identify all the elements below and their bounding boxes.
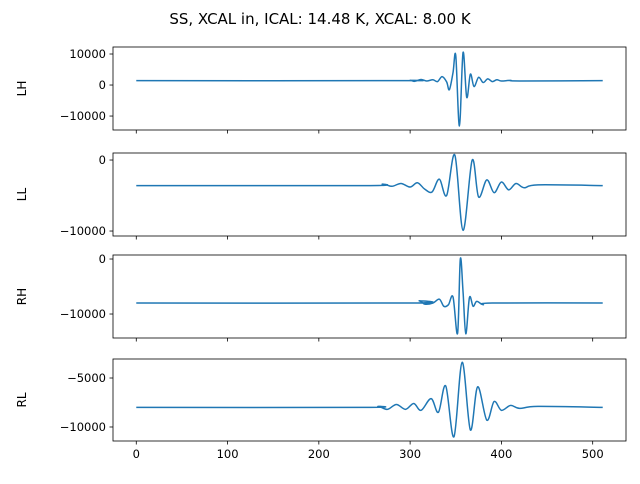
y-tick-label: −10000 [60, 420, 106, 434]
x-tick-label: 500 [582, 447, 604, 461]
y-tick-label: −10000 [60, 307, 106, 321]
y-axis-label: RL [15, 392, 29, 407]
y-tick-label: 0 [99, 153, 106, 167]
y-tick-label: −10000 [60, 109, 106, 123]
subplot-ll: 0 −10000 LL [15, 152, 627, 240]
axes-frame [112, 152, 627, 237]
x-tick-label: 200 [308, 447, 330, 461]
series-line-rl [136, 361, 603, 438]
axes-frame [112, 358, 627, 442]
subplot-lh: 10000 0 −10000 LH [15, 46, 627, 134]
x-tick-label: 300 [399, 447, 421, 461]
y-tick-label: 10000 [69, 47, 106, 61]
y-tick-label: −10000 [60, 224, 106, 238]
y-axis-label: LH [15, 81, 29, 97]
series-line-rh [136, 257, 603, 335]
x-tick-label: 0 [133, 447, 140, 461]
axes-frame [112, 46, 627, 131]
x-tick-label: 400 [490, 447, 512, 461]
axes-frame [112, 254, 627, 339]
y-axis-label: RH [15, 288, 29, 305]
subplot-rh: 0 −10000 RH [15, 252, 627, 342]
x-tick-label: 100 [217, 447, 239, 461]
chart-title: SS, XCAL in, ICAL: 14.48 K, XCAL: 8.00 K [169, 10, 472, 28]
series-line-lh [136, 51, 603, 127]
series-line-ll [136, 154, 603, 232]
y-tick-label: 0 [99, 78, 106, 92]
y-tick-label: −5000 [67, 371, 106, 385]
y-tick-label: 0 [99, 252, 106, 266]
y-axis-label: LL [15, 188, 29, 202]
subplot-rl: −5000 −10000 0 100 200 300 400 500 RL [15, 358, 627, 461]
